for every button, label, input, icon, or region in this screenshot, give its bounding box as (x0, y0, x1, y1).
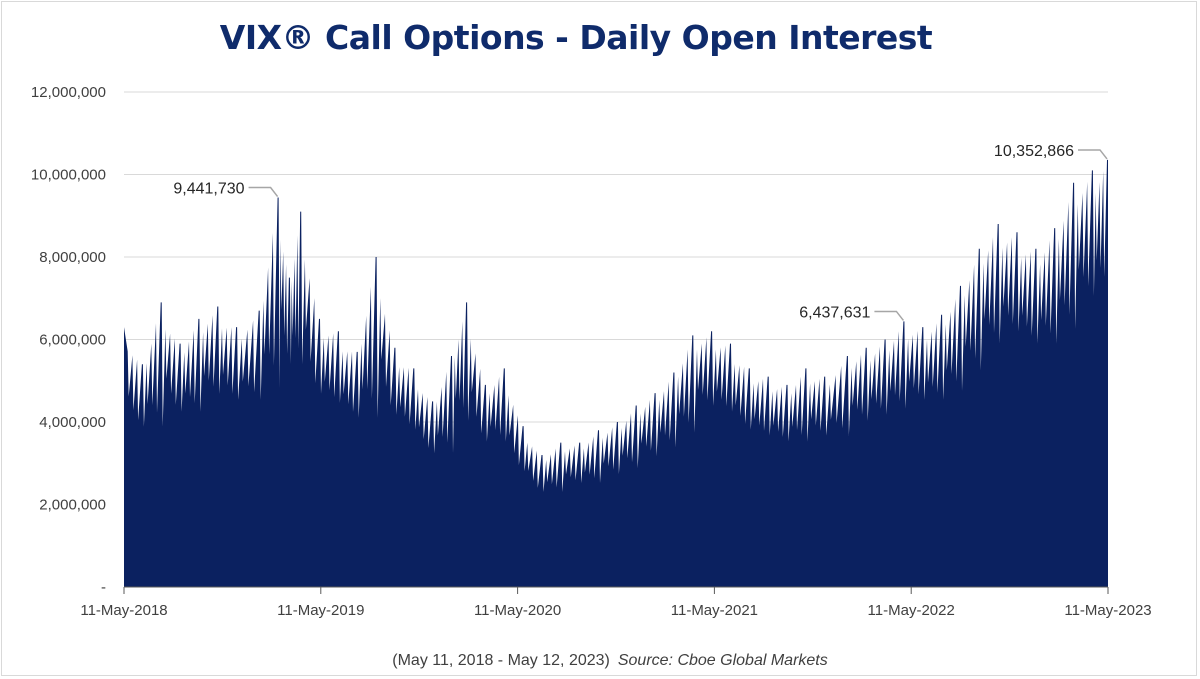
chart-footer: (May 11, 2018 - May 12, 2023) Source: Cbo… (0, 652, 1200, 670)
x-tick-label: 11-May-2020 (474, 602, 561, 619)
open-interest-area (124, 159, 1108, 587)
y-tick-label: - (101, 579, 106, 596)
x-tick-label: 11-May-2022 (868, 602, 955, 619)
footer-source: Source: Cboe Global Markets (617, 652, 828, 669)
annotation-leader (248, 186, 279, 197)
annotation-10352866: 10,352,866 (994, 143, 1108, 160)
annotation-9441730: 9,441,730 (173, 181, 279, 198)
x-tick-label: 11-May-2018 (80, 602, 167, 619)
annotation-leader (1078, 149, 1108, 160)
annotation-label: 6,437,631 (799, 304, 870, 321)
x-tick-label: 11-May-2023 (1064, 602, 1151, 619)
annotation-leader (874, 310, 905, 321)
y-tick-label: 2,000,000 (39, 497, 106, 514)
chart-title: VIX® Call Options - Daily Open Interest (219, 18, 933, 57)
x-axis: 11-May-2018 11-May-2019 11-May-2020 11-May-… (80, 586, 1152, 619)
x-tick-label: 11-May-2021 (671, 602, 758, 619)
y-tick-label: 12,000,000 (31, 84, 106, 101)
x-tick-label: 11-May-2019 (277, 602, 364, 619)
y-tick-label: 10,000,000 (31, 167, 106, 184)
y-tick-label: 8,000,000 (39, 249, 106, 266)
y-tick-label: 6,000,000 (39, 332, 106, 349)
y-tick-label: 4,000,000 (39, 414, 106, 431)
annotations: 9,441,730 6,437,631 10,352,866 (173, 143, 1108, 321)
annotation-label: 9,441,730 (173, 181, 244, 198)
annotation-label: 10,352,866 (994, 143, 1074, 160)
annotation-6437631: 6,437,631 (799, 304, 905, 321)
footer-range: (May 11, 2018 - May 12, 2023) (392, 652, 610, 669)
y-axis-ticks: - 2,000,000 4,000,000 6,000,000 8,000,000 10,… (31, 84, 106, 596)
